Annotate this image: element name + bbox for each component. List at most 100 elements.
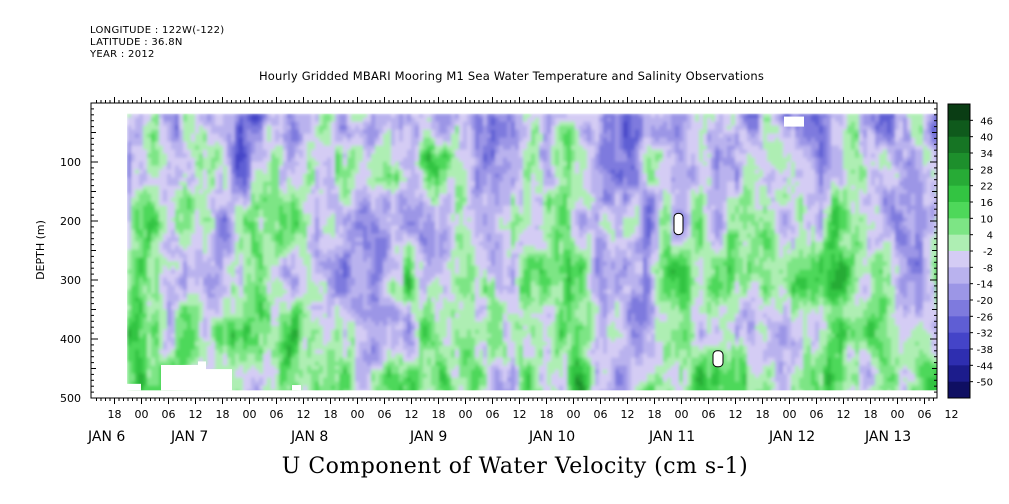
- colorbar-label: -20: [977, 296, 993, 307]
- colorbar-label: 10: [980, 214, 993, 225]
- year-label: YEAR : 2012: [90, 49, 155, 60]
- x-tick-label: 12: [837, 408, 851, 421]
- colorbar-label: 28: [980, 165, 993, 176]
- x-tick-label: 00: [351, 408, 365, 421]
- y-tick-label: 200: [60, 215, 81, 228]
- colorbar-label: 4: [987, 231, 993, 242]
- x-tick-label: 06: [486, 408, 500, 421]
- x-tick-label: 12: [945, 408, 959, 421]
- colorbar-label: 34: [980, 149, 993, 160]
- y-axis: 100 200 300 400 500: [60, 102, 937, 405]
- colorbar-swatch: [948, 316, 970, 334]
- colorbar-swatch: [948, 218, 970, 236]
- colorbar-swatch: [948, 349, 970, 366]
- colorbar-label: -14: [977, 280, 993, 291]
- x-day-label: JAN 13: [864, 429, 911, 445]
- colorbar-label: -8: [983, 263, 993, 274]
- colorbar-swatch: [948, 283, 970, 301]
- latitude-label: LATITUDE : 36.8N: [90, 37, 183, 48]
- x-day-label: JAN 12: [768, 429, 815, 445]
- x-tick-label: 12: [729, 408, 743, 421]
- x-day-label: JAN 11: [648, 429, 695, 445]
- x-tick-label: 12: [621, 408, 635, 421]
- x-tick-label: 00: [567, 408, 581, 421]
- x-tick-label: 06: [810, 408, 824, 421]
- missing-data-patch: [127, 390, 937, 397]
- x-axis: 18 00 06 12 18 00 06 12 18 00 06 12 18 00 06 12 18 00 06 12…: [87, 97, 959, 445]
- x-tick-label: 18: [108, 408, 122, 421]
- x-tick-label: 12: [297, 408, 311, 421]
- missing-data-patch: [673, 212, 684, 236]
- missing-data-patch: [127, 383, 141, 391]
- x-tick-label: 00: [675, 408, 689, 421]
- colorbar-swatch: [948, 365, 970, 383]
- missing-data-patch: [712, 350, 724, 368]
- x-tick-label: 12: [189, 408, 203, 421]
- y-tick-label: 500: [60, 392, 81, 405]
- x-tick-label: 00: [891, 408, 905, 421]
- colorbar-label: 40: [980, 133, 993, 144]
- colorbar-swatch: [948, 104, 970, 121]
- colorbar-label: 46: [980, 116, 993, 127]
- colorbar-label: -44: [977, 361, 993, 372]
- x-day-label: JAN 7: [170, 429, 208, 445]
- missing-data-masks: [92, 103, 937, 397]
- x-tick-label: 06: [378, 408, 392, 421]
- x-day-label: JAN 9: [409, 429, 447, 445]
- y-tick-label: 400: [60, 333, 81, 346]
- x-tick-label: 06: [594, 408, 608, 421]
- missing-data-patch: [198, 361, 206, 391]
- colorbar: 46 40 34 28 22 16 10 4 -2 -8 -14 -20 -26 -32 -38 -44 -50: [947, 103, 993, 399]
- x-tick-label: 00: [135, 408, 149, 421]
- missing-data-patch: [784, 116, 804, 127]
- y-axis-label: DEPTH (m): [34, 220, 47, 280]
- colorbar-label: 22: [980, 182, 993, 193]
- colorbar-label: -2: [983, 247, 993, 258]
- x-tick-label: 18: [756, 408, 770, 421]
- colorbar-label: -26: [977, 312, 993, 323]
- x-tick-label: 18: [864, 408, 878, 421]
- x-axis-label: U Component of Water Velocity (cm s-1): [281, 454, 749, 479]
- colorbar-swatch: [948, 202, 970, 219]
- colorbar-swatch: [948, 169, 970, 187]
- colorbar-swatch: [948, 234, 970, 252]
- colorbar-swatch: [948, 381, 970, 399]
- colorbar-label: -32: [977, 329, 993, 340]
- y-tick-label: 100: [60, 156, 81, 169]
- x-tick-label: 18: [324, 408, 338, 421]
- colorbar-label: -38: [977, 345, 993, 356]
- missing-data-patch: [161, 364, 201, 391]
- x-tick-label: 06: [270, 408, 284, 421]
- colorbar-label: -50: [977, 378, 993, 389]
- x-tick-label: 00: [459, 408, 473, 421]
- missing-data-patch: [206, 369, 232, 391]
- colorbar-label: 16: [980, 198, 993, 209]
- x-tick-label: 00: [243, 408, 257, 421]
- y-tick-label: 300: [60, 274, 81, 287]
- x-tick-label: 06: [918, 408, 932, 421]
- colorbar-swatch: [948, 332, 970, 350]
- x-tick-label: 18: [648, 408, 662, 421]
- colorbar-swatch: [948, 267, 970, 285]
- x-tick-label: 18: [540, 408, 554, 421]
- missing-data-patch: [92, 104, 127, 397]
- longitude-label: LONGITUDE : 122W(-122): [90, 25, 225, 36]
- chart-title: Hourly Gridded MBARI Mooring M1 Sea Wate…: [258, 69, 765, 83]
- x-day-label: JAN 10: [528, 429, 575, 445]
- missing-data-patch: [292, 385, 301, 391]
- velocity-field: [127, 113, 937, 395]
- x-tick-label: 06: [702, 408, 716, 421]
- x-day-label: JAN 8: [290, 429, 328, 445]
- x-day-label: JAN 6: [87, 429, 125, 445]
- x-tick-label: 12: [513, 408, 527, 421]
- x-tick-label: 18: [432, 408, 446, 421]
- missing-data-patch: [127, 103, 937, 114]
- colorbar-swatch: [948, 120, 970, 138]
- colorbar-swatch: [948, 153, 970, 170]
- colorbar-swatch: [948, 136, 970, 154]
- x-tick-label: 12: [405, 408, 419, 421]
- x-tick-label: 06: [162, 408, 176, 421]
- colorbar-swatch: [948, 185, 970, 203]
- colorbar-swatch: [948, 300, 970, 317]
